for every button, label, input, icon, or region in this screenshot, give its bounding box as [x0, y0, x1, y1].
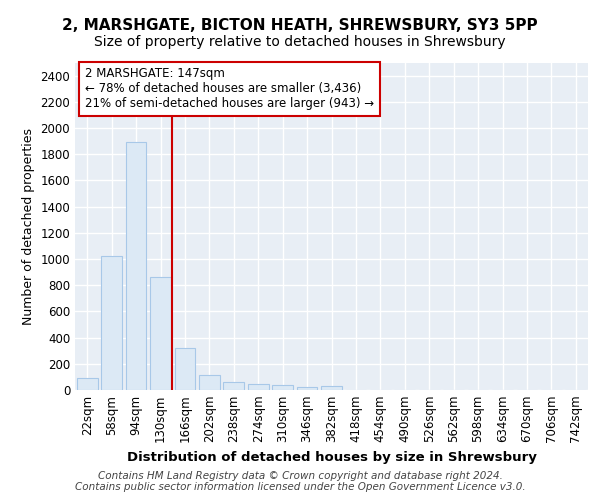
Text: Size of property relative to detached houses in Shrewsbury: Size of property relative to detached ho…: [94, 35, 506, 49]
Bar: [77, 378, 98, 390]
Bar: [272, 386, 293, 390]
Bar: [321, 386, 342, 390]
Text: 2, MARSHGATE, BICTON HEATH, SHREWSBURY, SY3 5PP: 2, MARSHGATE, BICTON HEATH, SHREWSBURY, …: [62, 18, 538, 32]
Bar: [248, 384, 269, 390]
Bar: [223, 382, 244, 390]
Y-axis label: Number of detached properties: Number of detached properties: [22, 128, 35, 325]
Bar: [296, 388, 317, 390]
Text: Contains HM Land Registry data © Crown copyright and database right 2024.
Contai: Contains HM Land Registry data © Crown c…: [74, 471, 526, 492]
Bar: [150, 278, 171, 390]
Bar: [199, 375, 220, 390]
Text: 2 MARSHGATE: 147sqm
← 78% of detached houses are smaller (3,436)
21% of semi-det: 2 MARSHGATE: 147sqm ← 78% of detached ho…: [85, 68, 374, 110]
Bar: [101, 256, 122, 390]
Bar: [175, 348, 196, 390]
X-axis label: Distribution of detached houses by size in Shrewsbury: Distribution of detached houses by size …: [127, 451, 536, 464]
Bar: [125, 142, 146, 390]
